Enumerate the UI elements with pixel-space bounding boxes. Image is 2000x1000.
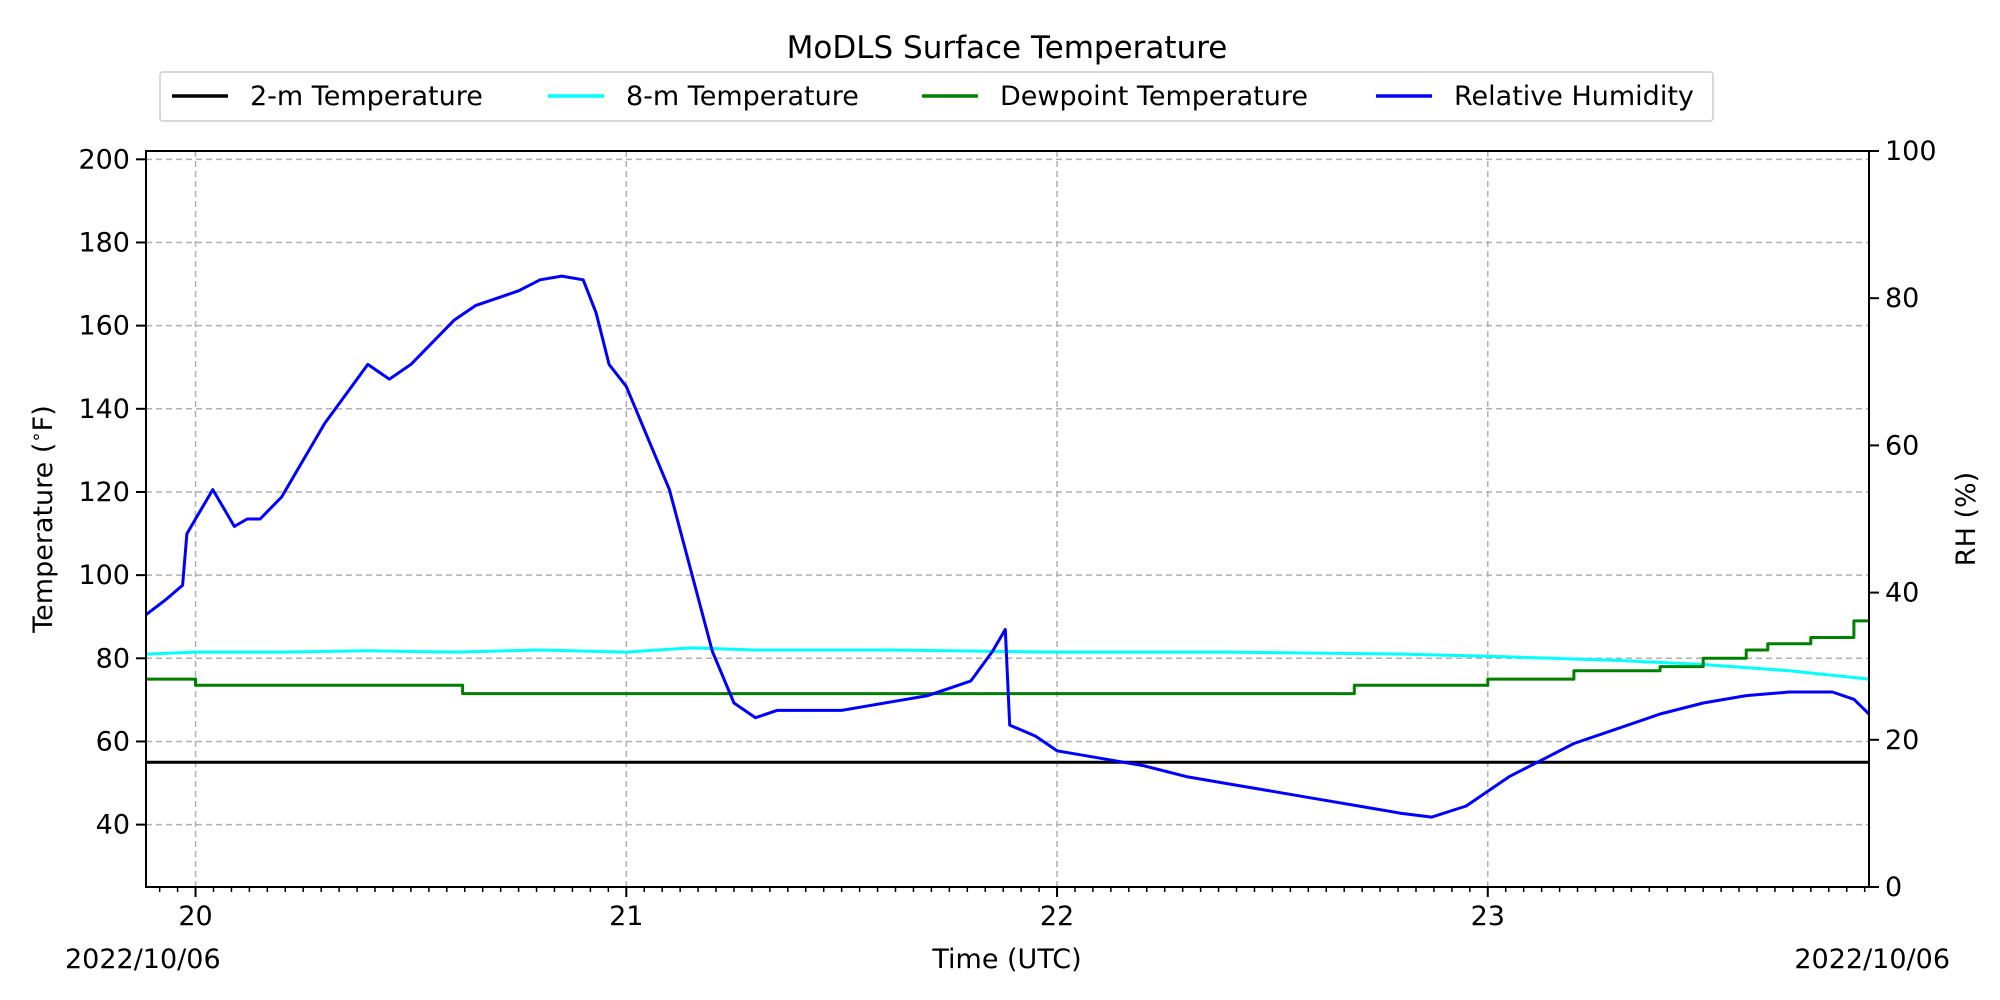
y-right-tick-label: 100 (1885, 136, 1937, 167)
x-tick-label: 20 (178, 901, 212, 932)
y-right-tick-label: 40 (1885, 578, 1919, 609)
chart-title: MoDLS Surface Temperature (787, 30, 1228, 66)
y-left-tick-label: 60 (96, 726, 130, 757)
legend-label-dewpoint-temperature: Dewpoint Temperature (1000, 81, 1308, 112)
y-axis-right: 0 20 40 60 80 100 (1869, 136, 1937, 903)
grid (146, 151, 1869, 887)
series-line-dewpoint-temperature (146, 619, 1869, 696)
y-left-tick-label: 80 (96, 643, 130, 674)
plot-frame (145, 150, 1870, 888)
series-layer (145, 274, 1871, 819)
x-axis-label: Time (UTC) (931, 944, 1081, 975)
y-left-tick-label: 40 (96, 810, 130, 841)
y-left-tick-label: 140 (78, 394, 130, 425)
y-right-tick-label: 80 (1885, 283, 1919, 314)
x-tick-label: 21 (609, 901, 643, 932)
y-left-tick-label: 100 (78, 560, 130, 591)
y-axis-left: 40 60 80 100 120 140 160 180 200 (78, 144, 146, 841)
y-left-tick-label: 160 (78, 311, 130, 342)
x-axis: 20 21 22 23 (158, 887, 1866, 932)
legend: 2-m Temperature 8-m Temperature Dewpoint T… (159, 71, 1714, 122)
legend-label-relative-humidity: Relative Humidity (1454, 81, 1694, 112)
y-left-tick-label: 180 (78, 227, 130, 258)
y-left-tick-label: 120 (78, 477, 130, 508)
y-axis-right-label: RH (%) (1951, 472, 1982, 566)
series-line-8-m-temperature (145, 646, 1870, 681)
y-left-tick-label: 200 (78, 144, 130, 175)
legend-label-2-m-temperature: 2-m Temperature (250, 81, 483, 112)
date-label-left: 2022/10/06 (65, 944, 221, 975)
x-tick-label: 22 (1040, 901, 1074, 932)
x-tick-label: 23 (1471, 901, 1505, 932)
date-label-right: 2022/10/06 (1794, 944, 1950, 975)
y-axis-left-label: Temperature (∘F) (26, 405, 60, 634)
series-line-relative-humidity (145, 274, 1871, 819)
y-right-tick-label: 20 (1885, 725, 1919, 756)
y-right-tick-label: 60 (1885, 430, 1919, 461)
y-right-tick-label: 0 (1885, 872, 1902, 903)
legend-label-8-m-temperature: 8-m Temperature (626, 81, 859, 112)
